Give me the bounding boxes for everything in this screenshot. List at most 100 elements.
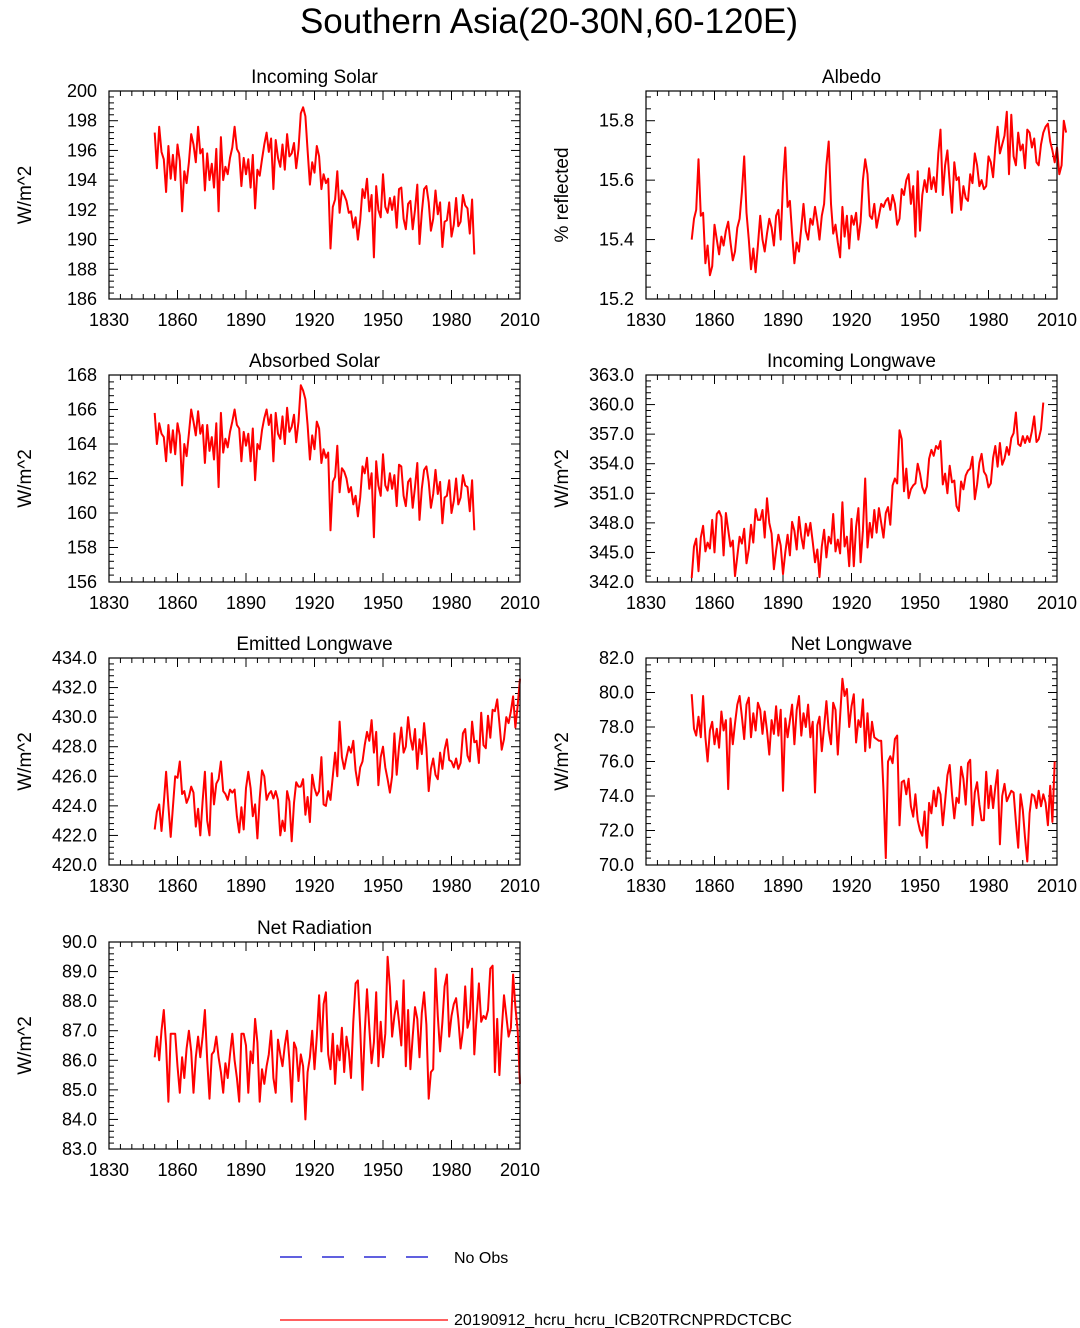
- albedo-title: Albedo: [822, 67, 881, 88]
- incoming-longwave-xtick-label: 1980: [968, 593, 1008, 613]
- albedo-ylabel: % reflected: [552, 147, 573, 242]
- net-longwave-panel: Net Longwave W/m^2 1830 1860 1890 1920 1950 198…: [552, 634, 1077, 896]
- albedo-ytick-label: 15.4: [599, 230, 634, 250]
- incoming-solar-ytick-label: 188: [67, 259, 97, 279]
- absorbed-solar-ytick-label: 162: [67, 469, 97, 489]
- emitted-longwave-xtick-label: 1980: [431, 876, 471, 896]
- albedo-ytick-label: 15.8: [599, 111, 634, 131]
- net-radiation-ytick-label: 84.0: [62, 1109, 97, 1129]
- incoming-longwave-xtick-label: 1950: [900, 593, 940, 613]
- net-longwave-xtick-label: 1890: [763, 876, 803, 896]
- absorbed-solar-xtick-label: 2010: [500, 593, 540, 613]
- emitted-longwave-xtick-label: 1860: [157, 876, 197, 896]
- net-radiation-xtick-label: 2010: [500, 1160, 540, 1180]
- net-radiation-plot-frame: [108, 941, 521, 1150]
- net-radiation-ytick-label: 87.0: [62, 1021, 97, 1041]
- emitted-longwave-ytick-label: 422.0: [52, 825, 97, 845]
- incoming-longwave-ytick-label: 345.0: [589, 542, 634, 562]
- net-longwave-series-line: [690, 677, 1056, 863]
- emitted-longwave-xtick-label: 1890: [226, 876, 266, 896]
- incoming-solar-plot-frame: [108, 90, 521, 300]
- emitted-longwave-ytick-label: 426.0: [52, 766, 97, 786]
- absorbed-solar-xtick-label: 1890: [226, 593, 266, 613]
- absorbed-solar-xtick-label: 1920: [294, 593, 334, 613]
- emitted-longwave-title: Emitted Longwave: [236, 634, 392, 655]
- emitted-longwave-panel: Emitted Longwave W/m^2 1830 1860 1890 1920 195…: [15, 634, 540, 896]
- albedo-xtick-label: 1860: [694, 310, 734, 330]
- net-longwave-xtick-label: 1830: [626, 876, 666, 896]
- net-longwave-ylabel: W/m^2: [552, 732, 573, 791]
- albedo-xtick-label: 1890: [763, 310, 803, 330]
- incoming-solar-xtick-label: 1890: [226, 310, 266, 330]
- incoming-solar-ylabel: W/m^2: [15, 166, 36, 225]
- net-longwave-plot-frame: [645, 657, 1058, 866]
- panels: Incoming Solar W/m^2 1830 1860 1890 1920 1950 1…: [15, 67, 1077, 1180]
- net-radiation-ytick-label: 88.0: [62, 991, 97, 1011]
- incoming-longwave-ytick-label: 363.0: [589, 365, 634, 385]
- incoming-longwave-ytick-label: 357.0: [589, 424, 634, 444]
- emitted-longwave-xtick-label: 1920: [294, 876, 334, 896]
- incoming-longwave-panel: Incoming Longwave W/m^2 1830 1860 1890 1920 19…: [552, 351, 1077, 613]
- incoming-solar-xtick-label: 2010: [500, 310, 540, 330]
- net-radiation-xtick-label: 1980: [431, 1160, 471, 1180]
- net-longwave-xtick-label: 1860: [694, 876, 734, 896]
- incoming-longwave-title: Incoming Longwave: [767, 351, 936, 372]
- incoming-longwave-ytick-label: 351.0: [589, 483, 634, 503]
- emitted-longwave-ytick-label: 434.0: [52, 648, 97, 668]
- net-radiation-title: Net Radiation: [257, 918, 372, 939]
- incoming-solar-xtick-label: 1860: [157, 310, 197, 330]
- absorbed-solar-ytick-label: 164: [67, 434, 97, 454]
- emitted-longwave-ytick-label: 432.0: [52, 678, 97, 698]
- incoming-longwave-xtick-label: 2010: [1037, 593, 1077, 613]
- incoming-longwave-series-line: [690, 402, 1045, 579]
- incoming-solar-ytick-label: 196: [67, 140, 97, 160]
- albedo-plot-frame: [645, 90, 1058, 300]
- absorbed-solar-series-line: [153, 384, 476, 539]
- legend-model-label: 20190912_hcru_hcru_ICB20TRCNPRDCTCBC: [454, 1312, 792, 1328]
- incoming-solar-xtick-label: 1980: [431, 310, 471, 330]
- net-longwave-ytick-label: 70.0: [599, 855, 634, 875]
- emitted-longwave-ytick-label: 424.0: [52, 796, 97, 816]
- incoming-solar-ytick-label: 200: [67, 81, 97, 101]
- net-longwave-ytick-label: 80.0: [599, 683, 634, 703]
- incoming-longwave-ylabel: W/m^2: [552, 449, 573, 508]
- incoming-solar-series-line: [153, 106, 476, 259]
- net-radiation-ytick-label: 85.0: [62, 1080, 97, 1100]
- absorbed-solar-ytick-label: 160: [67, 503, 97, 523]
- albedo-panel: Albedo % reflected 1830 1860 1890 1920 1950 198…: [552, 67, 1077, 330]
- net-radiation-panel: Net Radiation W/m^2 1830 1860 1890 1920 1950 19…: [15, 918, 540, 1180]
- incoming-solar-panel: Incoming Solar W/m^2 1830 1860 1890 1920 1950 1…: [15, 67, 540, 330]
- emitted-longwave-xtick-label: 1830: [89, 876, 129, 896]
- emitted-longwave-plot-frame: [108, 657, 521, 866]
- incoming-longwave-xtick-label: 1860: [694, 593, 734, 613]
- albedo-xtick-label: 1980: [968, 310, 1008, 330]
- albedo-ytick-label: 15.2: [599, 289, 634, 309]
- net-longwave-ytick-label: 74.0: [599, 786, 634, 806]
- net-radiation-xtick-label: 1890: [226, 1160, 266, 1180]
- absorbed-solar-plot-frame: [108, 374, 521, 583]
- net-radiation-ytick-label: 86.0: [62, 1050, 97, 1070]
- absorbed-solar-title: Absorbed Solar: [249, 351, 381, 372]
- net-radiation-ytick-label: 83.0: [62, 1139, 97, 1159]
- emitted-longwave-series-line: [153, 678, 521, 843]
- albedo-xtick-label: 1950: [900, 310, 940, 330]
- albedo-xtick-label: 1920: [831, 310, 871, 330]
- net-radiation-ylabel: W/m^2: [15, 1016, 36, 1075]
- absorbed-solar-panel: Absorbed Solar W/m^2 1830 1860 1890 1920 1950 1…: [15, 351, 540, 613]
- incoming-solar-ytick-label: 186: [67, 289, 97, 309]
- incoming-solar-ytick-label: 192: [67, 200, 97, 220]
- albedo-xtick-label: 2010: [1037, 310, 1077, 330]
- incoming-longwave-xtick-label: 1920: [831, 593, 871, 613]
- net-longwave-ytick-label: 82.0: [599, 648, 634, 668]
- incoming-longwave-plot-frame: [645, 374, 1058, 583]
- incoming-longwave-ytick-label: 354.0: [589, 454, 634, 474]
- net-radiation-xtick-label: 1950: [363, 1160, 403, 1180]
- incoming-longwave-ytick-label: 360.0: [589, 395, 634, 415]
- net-radiation-ytick-label: 89.0: [62, 962, 97, 982]
- emitted-longwave-ytick-label: 430.0: [52, 707, 97, 727]
- legend-obs-label: No Obs: [454, 1250, 508, 1267]
- incoming-longwave-ytick-label: 348.0: [589, 513, 634, 533]
- absorbed-solar-ylabel: W/m^2: [15, 449, 36, 508]
- net-longwave-xtick-label: 2010: [1037, 876, 1077, 896]
- absorbed-solar-xtick-label: 1860: [157, 593, 197, 613]
